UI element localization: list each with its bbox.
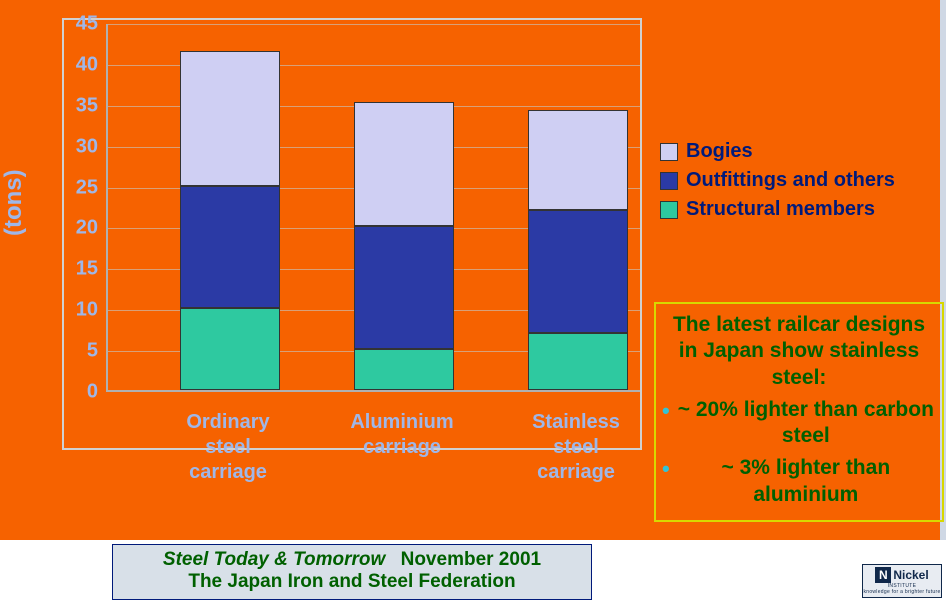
legend-label: Bogies	[686, 140, 753, 163]
callout-bullet-text: ~ 3% lighter than aluminium	[676, 455, 936, 508]
brand-name: Nickel	[893, 568, 928, 582]
bar-group	[528, 22, 628, 390]
y-tick-label: 20	[62, 217, 98, 240]
bar-group	[180, 22, 280, 390]
bar-segment	[528, 333, 628, 390]
y-tick-label: 15	[62, 258, 98, 281]
callout-bullet-2: • ~ 3% lighter than aluminium	[662, 455, 936, 508]
legend-swatch-icon	[660, 201, 678, 219]
legend-label: Outfittings and others	[686, 169, 895, 192]
callout-heading: The latest railcar designs in Japan show…	[662, 312, 936, 391]
category-label: Stainlesssteelcarriage	[501, 410, 651, 485]
y-tick-label: 25	[62, 176, 98, 199]
source-title-rest: November 2001	[401, 549, 541, 570]
legend-item: Structural members	[660, 198, 930, 221]
brand-letter-icon: N	[875, 567, 891, 583]
category-label: Aluminiumcarriage	[327, 410, 477, 460]
slide-background: (tons) 0 5 10 15 20 25 30 35 40 45 Ordinarysteelc…	[0, 0, 946, 540]
source-title-italic: Steel Today & Tomorrow	[163, 549, 385, 570]
y-tick-label: 35	[62, 94, 98, 117]
source-line-2: The Japan Iron and Steel Federation	[119, 571, 585, 593]
legend-swatch-icon	[660, 172, 678, 190]
bar-segment	[528, 210, 628, 333]
y-tick-label: 5	[62, 340, 98, 363]
bullet-icon: •	[662, 455, 670, 483]
y-tick-label: 45	[62, 13, 98, 36]
legend-label: Structural members	[686, 198, 875, 221]
brand-sub2: knowledge for a brighter future	[863, 589, 940, 595]
bar-segment	[354, 102, 454, 226]
callout-bullet-1: • ~ 20% lighter than carbon steel	[662, 397, 936, 450]
y-tick-label: 10	[62, 299, 98, 322]
legend-swatch-icon	[660, 143, 678, 161]
y-tick-label: 40	[62, 53, 98, 76]
category-label: Ordinarysteelcarriage	[153, 410, 303, 485]
source-line-1: Steel Today & Tomorrow November 2001	[119, 549, 585, 571]
legend-item: Outfittings and others	[660, 169, 930, 192]
bar-segment	[354, 226, 454, 349]
y-tick-label: 0	[62, 381, 98, 404]
y-axis-label: (tons)	[0, 169, 28, 236]
y-tick-label: 30	[62, 135, 98, 158]
brand-logo-inner: N Nickel	[875, 567, 928, 583]
source-box: Steel Today & Tomorrow November 2001 The…	[112, 544, 592, 600]
legend-item: Bogies	[660, 140, 930, 163]
bar-group	[354, 22, 454, 390]
plot-area	[106, 24, 640, 392]
legend: Bogies Outfittings and others Structural m…	[660, 140, 930, 227]
bar-segment	[528, 110, 628, 211]
bar-segment	[180, 51, 280, 186]
bar-segment	[180, 186, 280, 309]
brand-logo: N Nickel INSTITUTE knowledge for a brigh…	[862, 564, 942, 598]
callout-box: The latest railcar designs in Japan show…	[654, 302, 944, 522]
bullet-icon: •	[662, 397, 670, 425]
bar-segment	[180, 308, 280, 390]
callout-bullet-text: ~ 20% lighter than carbon steel	[676, 397, 936, 450]
bar-segment	[354, 349, 454, 390]
